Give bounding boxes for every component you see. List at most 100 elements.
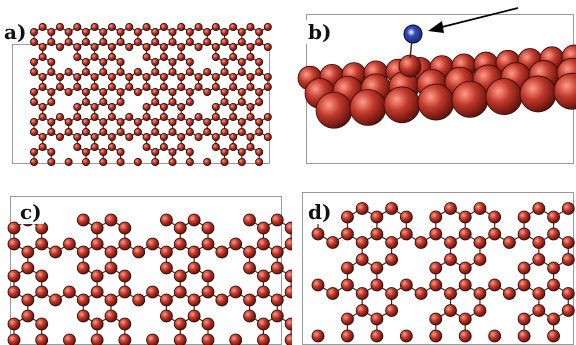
atom — [458, 227, 472, 241]
d-bonds — [317, 207, 569, 336]
atom — [107, 43, 116, 52]
atom — [118, 285, 132, 299]
atom — [284, 285, 292, 299]
atom — [341, 329, 354, 343]
atom — [64, 127, 73, 136]
atom — [488, 329, 502, 343]
atom — [47, 98, 56, 107]
atom — [118, 317, 132, 331]
atom — [220, 127, 229, 136]
atom — [185, 98, 194, 107]
a-atoms — [29, 22, 272, 166]
atom — [255, 157, 264, 166]
atom — [107, 113, 116, 122]
atom — [21, 293, 35, 307]
atom — [116, 38, 125, 47]
atom — [429, 261, 443, 275]
atom — [211, 53, 220, 62]
atom — [201, 237, 215, 251]
atom — [146, 237, 159, 251]
atom — [99, 147, 108, 156]
atom — [116, 98, 125, 107]
atom — [201, 333, 215, 345]
surface-atom — [349, 89, 387, 126]
atom — [21, 261, 35, 275]
atom — [243, 309, 256, 323]
atom — [99, 127, 108, 136]
atom — [399, 227, 413, 241]
atom — [243, 293, 256, 307]
atom — [118, 333, 132, 345]
atom — [116, 118, 125, 127]
atom — [194, 22, 203, 31]
atom — [159, 113, 168, 122]
atom — [203, 68, 212, 77]
panel-d-lattice — [311, 202, 575, 343]
atom — [177, 113, 186, 122]
atom — [429, 312, 443, 326]
atom — [220, 58, 229, 67]
atom — [133, 38, 142, 47]
atom — [90, 237, 104, 251]
atom — [370, 278, 384, 292]
atom — [473, 236, 487, 249]
atom — [168, 157, 177, 166]
atom — [64, 88, 73, 97]
atom — [444, 236, 457, 249]
d-atoms — [311, 202, 575, 343]
atom — [517, 312, 531, 326]
atom — [341, 278, 354, 292]
atom — [159, 22, 168, 31]
atom — [488, 227, 502, 241]
atom — [211, 103, 220, 112]
atom — [107, 103, 116, 112]
atom — [29, 88, 38, 97]
atom — [159, 103, 168, 112]
atom — [561, 236, 575, 249]
atom — [29, 98, 38, 107]
atom — [90, 333, 104, 345]
atom — [255, 98, 264, 107]
atom — [146, 285, 159, 299]
atom — [201, 285, 215, 299]
atom — [125, 43, 134, 52]
atom — [35, 317, 49, 331]
atom — [429, 227, 443, 241]
atom — [107, 83, 116, 92]
atom — [159, 142, 168, 151]
atom — [64, 68, 73, 77]
atom — [107, 53, 116, 62]
atom — [151, 127, 160, 136]
atom — [76, 213, 90, 227]
atom — [99, 68, 108, 77]
atom — [7, 333, 21, 345]
c-atoms — [7, 213, 292, 345]
surface-atom — [417, 83, 455, 121]
atom — [237, 68, 246, 77]
arrow-icon — [428, 7, 519, 33]
atom — [7, 317, 21, 331]
atom — [116, 88, 125, 97]
atom — [151, 38, 160, 47]
surface-atom — [451, 80, 489, 118]
atom — [132, 293, 146, 307]
atom — [90, 103, 99, 112]
atom — [151, 88, 160, 97]
atom — [90, 132, 99, 141]
panel-c-label: c) — [18, 200, 44, 224]
atom — [547, 278, 560, 292]
atom — [229, 43, 238, 52]
atom — [47, 147, 56, 156]
atom — [370, 329, 384, 343]
atom — [399, 329, 413, 343]
atom — [311, 329, 325, 343]
atom — [177, 132, 186, 141]
atom — [125, 22, 134, 31]
atom — [116, 58, 125, 67]
atom — [21, 309, 35, 323]
atom — [429, 329, 443, 343]
atom — [194, 73, 203, 82]
atom — [284, 333, 292, 345]
atom — [64, 157, 73, 166]
atom — [211, 83, 220, 92]
